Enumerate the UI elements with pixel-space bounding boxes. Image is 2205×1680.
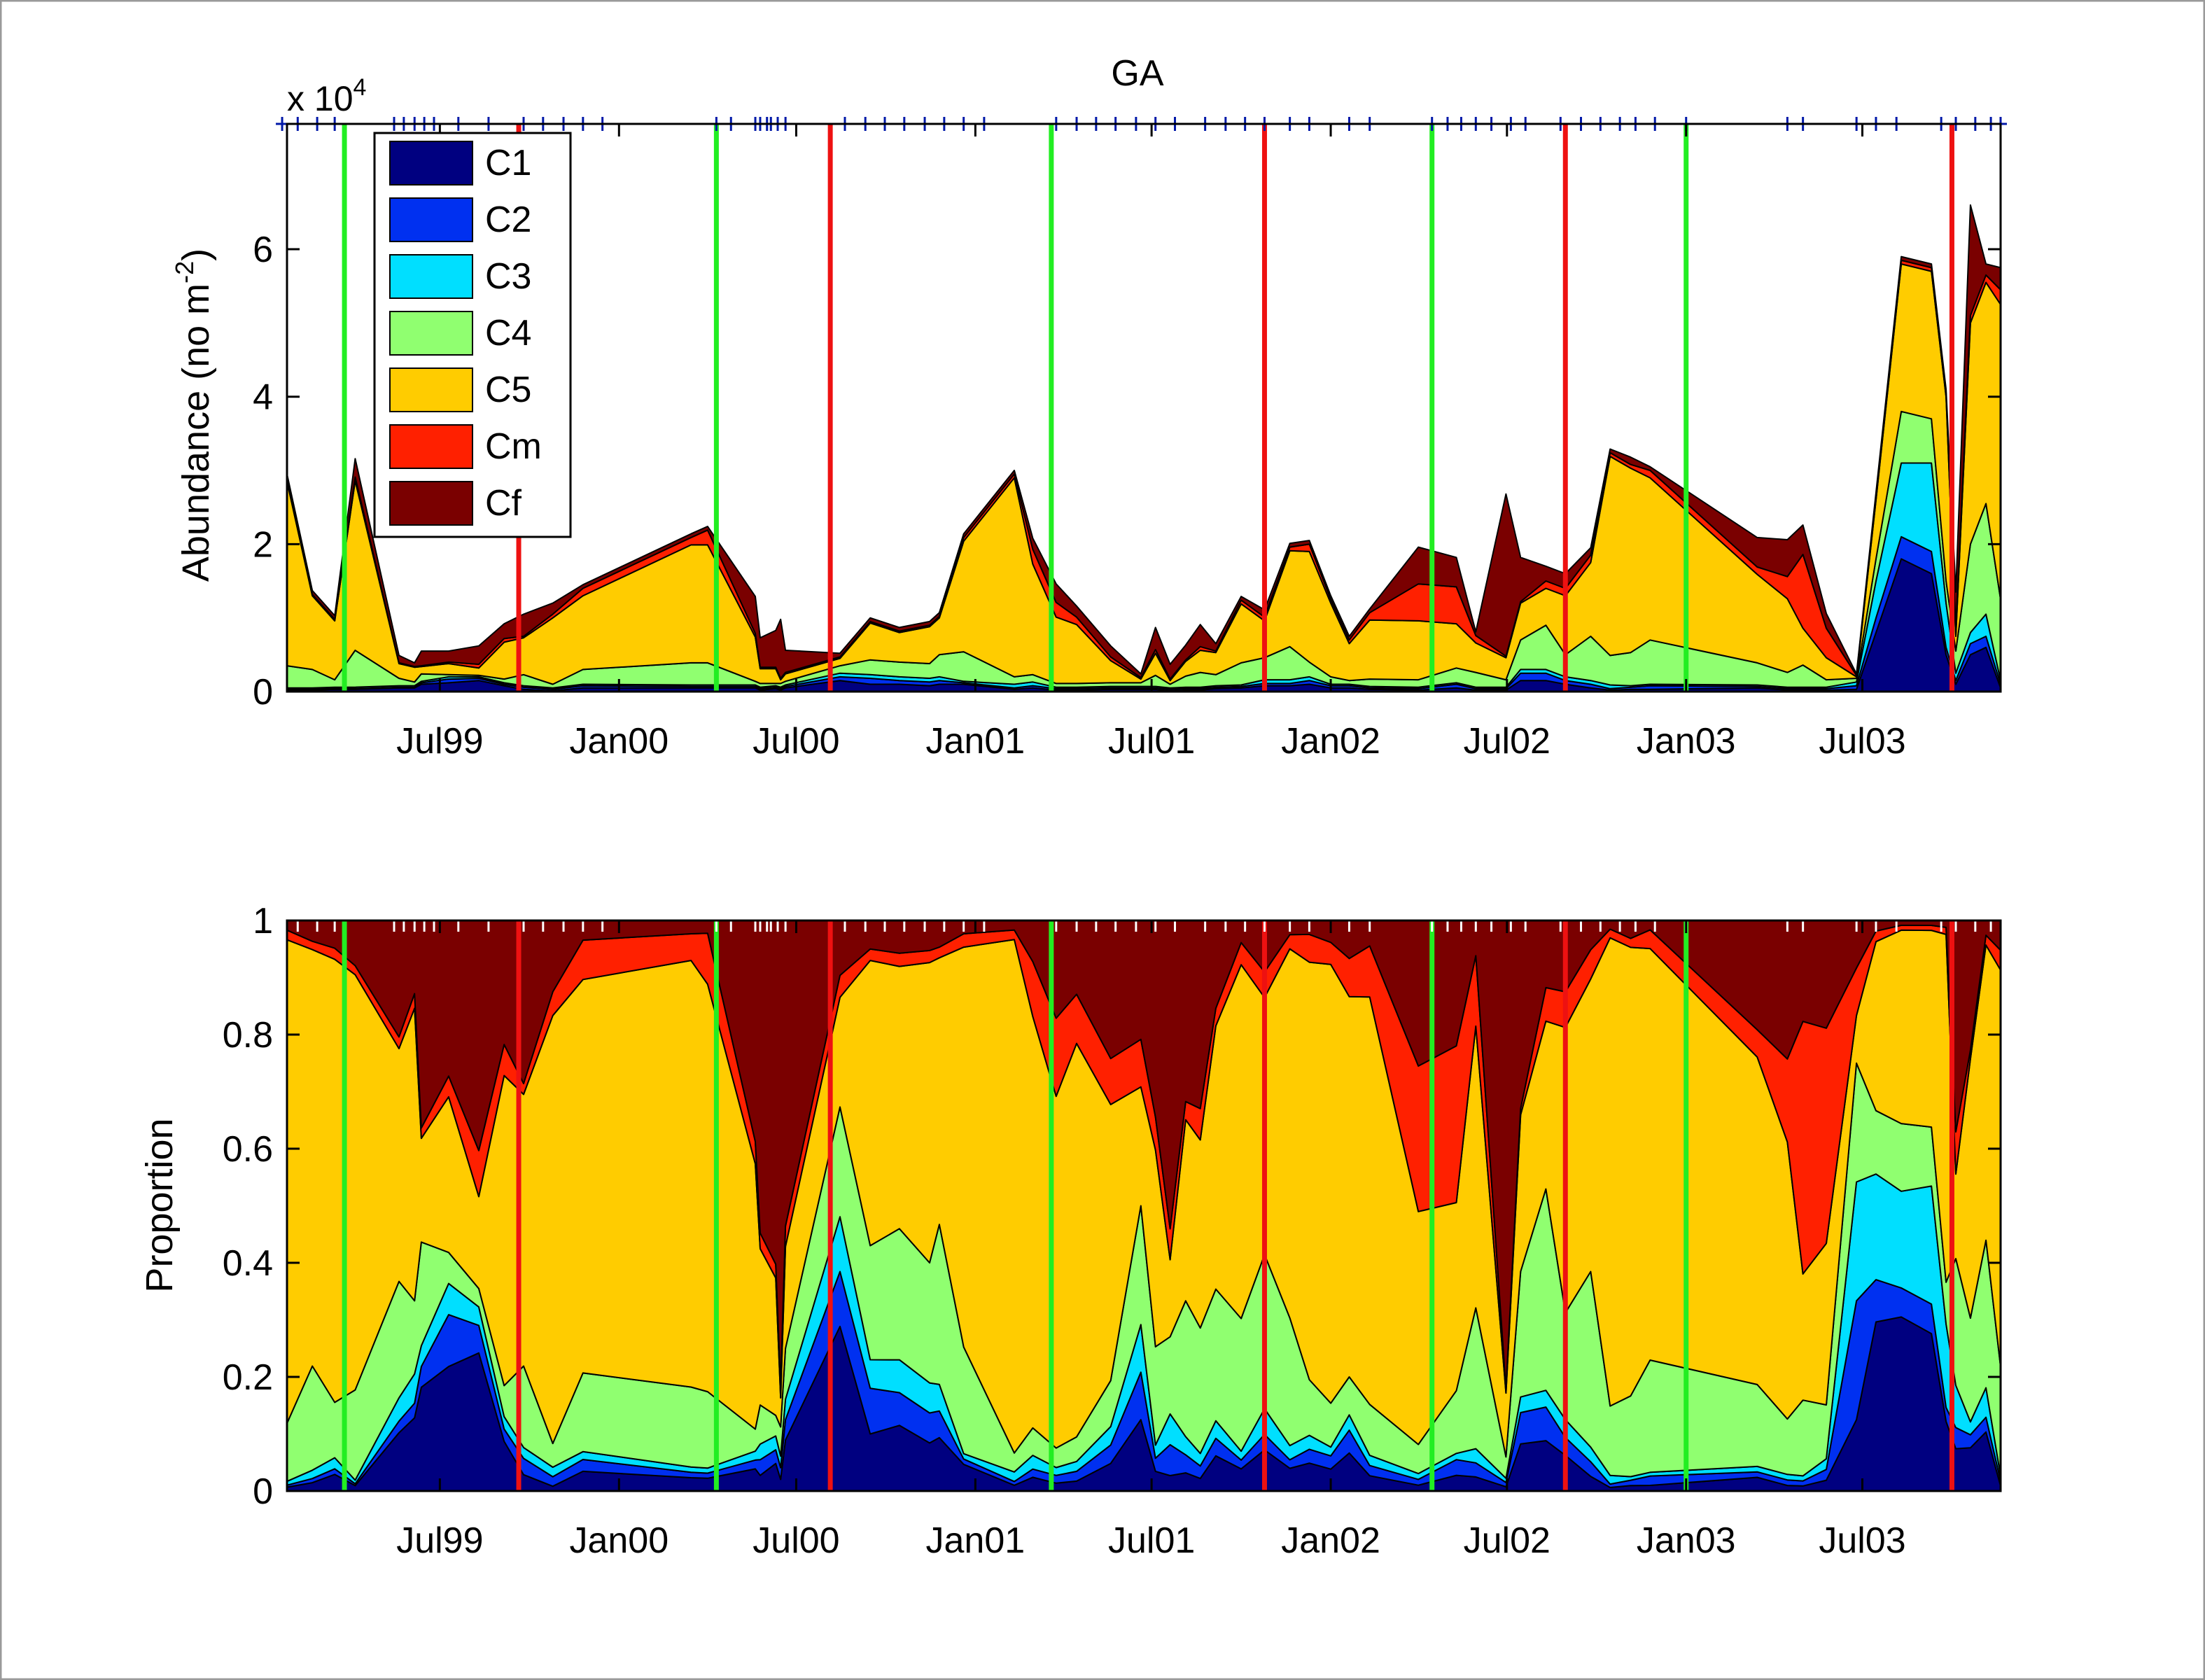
legend-swatch-c3 [389, 254, 473, 299]
proportion-xtick-label: Jul01 [1108, 1520, 1195, 1561]
proportion-xtick-label: Jan02 [1281, 1520, 1380, 1561]
proportion-ticks: 0 0.2 0.4 0.6 0.8 1 Jul99 Jan00 Jul00 Jan01 Jul01 J… [223, 901, 2001, 1561]
proportion-axes-box [286, 919, 2002, 1492]
exponent-prefix: x 10 [287, 79, 354, 118]
abundance-ytick-label: 4 [253, 377, 273, 418]
proportion-ytick-label: 0.8 [223, 1015, 273, 1056]
proportion-ytick-label: 0.4 [223, 1243, 273, 1284]
chart-title: GA [1111, 53, 1163, 94]
proportion-xtick-label: Jul00 [752, 1520, 839, 1561]
proportion-event-lines [342, 920, 1954, 1491]
abundance-xtick-label: Jan02 [1281, 721, 1380, 762]
abundance-ytick-label: 6 [253, 230, 273, 270]
abundance-ticks: 0 2 4 6 Jul99 Jan00 Jul00 Jan01 Jul01 Jan02 Jul02 J… [253, 124, 2001, 762]
abundance-xtick-label: Jul01 [1108, 721, 1195, 762]
abundance-axes-box [286, 122, 2002, 693]
abundance-ytick-label: 2 [253, 524, 273, 565]
abundance-xtick-label: Jul03 [1819, 721, 1905, 762]
exponent-label: x 104 [287, 74, 366, 118]
proportion-ytick-label: 0 [253, 1471, 273, 1512]
abundance-xtick-label: Jul99 [396, 721, 483, 762]
abundance-xtick-label: Jan01 [926, 721, 1026, 762]
legend-swatch-cf [389, 481, 473, 526]
abundance-xtick-label: Jan00 [569, 721, 668, 762]
proportion-y-axis-label: Proportion [139, 1118, 181, 1292]
legend-label-cm: Cm [485, 426, 542, 467]
proportion-ytick-label: 0.6 [223, 1129, 273, 1170]
abundance-xtick-label: Jan03 [1637, 721, 1736, 762]
ylabel-main: Abundance (no m [175, 284, 217, 582]
proportion-panel: 0 0.2 0.4 0.6 0.8 1 Jul99 Jan00 Jul00 Jan01 Jul01 J… [139, 901, 2002, 1561]
proportion-ytick-label: 0.2 [223, 1357, 273, 1398]
abundance-ytick-label: 0 [253, 672, 273, 713]
proportion-xtick-label: Jul02 [1464, 1520, 1550, 1561]
proportion-xtick-label: Jul03 [1819, 1520, 1905, 1561]
proportion-xtick-label: Jan03 [1637, 1520, 1736, 1561]
abundance-xtick-label: Jul00 [752, 721, 839, 762]
proportion-xtick-label: Jan01 [926, 1520, 1026, 1561]
legend-swatch-c1 [389, 141, 473, 186]
ylabel-exp: -2 [170, 261, 199, 284]
legend-label-c4: C4 [485, 313, 531, 354]
abundance-y-axis-label: Abundance (no m-2) [170, 248, 217, 582]
exponent-power: 4 [354, 74, 367, 101]
proportion-stack [286, 920, 2001, 1492]
legend-label-c2: C2 [485, 200, 531, 240]
legend-label-c5: C5 [485, 370, 531, 410]
abundance-xtick-label: Jul02 [1464, 721, 1550, 762]
legend-label-c1: C1 [485, 143, 531, 183]
legend-swatch-c4 [389, 311, 473, 356]
ylabel-close: ) [175, 248, 217, 261]
legend-swatch-c5 [389, 368, 473, 412]
proportion-ytick-label: 1 [253, 901, 273, 941]
proportion-xtick-label: Jul99 [396, 1520, 483, 1561]
legend: C1 C2 C3 C4 C5 Cm Cf [373, 132, 572, 538]
legend-label-c3: C3 [485, 256, 531, 297]
proportion-xtick-label: Jan00 [569, 1520, 668, 1561]
legend-swatch-cm [389, 424, 473, 469]
legend-swatch-c2 [389, 197, 473, 242]
abundance-panel: 0 2 4 6 Jul99 Jan00 Jul00 Jan01 Jul01 Jan02 Jul02 J… [170, 53, 2007, 762]
legend-label-cf: Cf [485, 483, 522, 524]
